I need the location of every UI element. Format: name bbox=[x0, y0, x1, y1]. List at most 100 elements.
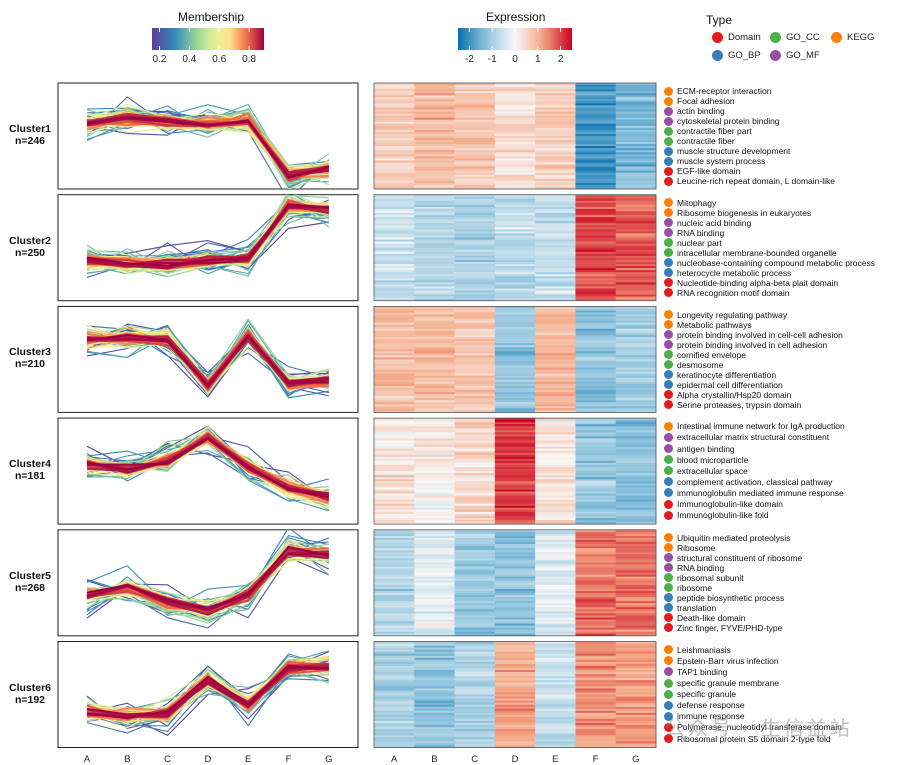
term-label: Immunoglobulin-like fold bbox=[677, 510, 769, 521]
term-label: specific granule bbox=[677, 689, 737, 700]
heatmap-cell bbox=[374, 592, 415, 596]
heatmap-cell bbox=[454, 710, 496, 714]
heatmap-cell bbox=[575, 174, 617, 178]
heatmap-cell bbox=[615, 479, 657, 482]
heatmap-cell bbox=[374, 503, 415, 507]
heatmap-cell bbox=[494, 142, 536, 145]
heatmap-cell bbox=[414, 471, 455, 474]
heatmap-cell bbox=[615, 229, 657, 232]
cluster-name: Cluster1 bbox=[8, 123, 51, 135]
heatmap-cell bbox=[414, 495, 455, 498]
heatmap-cell bbox=[374, 533, 415, 537]
heatmap-cell bbox=[575, 320, 617, 324]
term-label: Alpha crystallin/Hsp20 domain bbox=[677, 389, 792, 400]
heatmap-cell bbox=[454, 266, 496, 269]
heatmap-cell bbox=[414, 359, 455, 362]
heatmap-cell bbox=[535, 700, 576, 703]
heatmap-cell bbox=[414, 158, 455, 161]
heatmap-cell bbox=[535, 278, 576, 281]
heatmap-cell bbox=[575, 211, 617, 214]
heatmap-cell bbox=[615, 422, 657, 425]
term-type-dot bbox=[664, 623, 673, 633]
heatmap-cell bbox=[535, 298, 576, 301]
heatmap-cell bbox=[374, 312, 415, 315]
heatmap-cell bbox=[374, 343, 415, 346]
heatmap-cell bbox=[414, 105, 455, 108]
heatmap-cell bbox=[414, 623, 455, 626]
heatmap-cell bbox=[414, 270, 455, 273]
heatmap-cell bbox=[615, 332, 657, 336]
term-annotation: actin binding bbox=[664, 106, 725, 116]
heatmap-cell bbox=[414, 633, 455, 637]
heatmap-cell bbox=[374, 91, 415, 94]
heatmap-cell bbox=[414, 603, 455, 606]
heatmap-cell bbox=[454, 731, 496, 734]
heatmap-cell bbox=[615, 158, 657, 161]
heatmap-cell bbox=[575, 661, 617, 665]
heatmap-cell bbox=[615, 597, 657, 600]
heatmap-cell bbox=[575, 613, 617, 616]
heatmap-cell bbox=[374, 377, 415, 381]
heatmap-cell bbox=[374, 375, 415, 379]
heatmap-cell bbox=[414, 324, 455, 328]
heatmap-cell bbox=[414, 529, 455, 533]
term-annotation: nucleobase-containing compound metabolic… bbox=[664, 258, 875, 268]
heatmap-cell bbox=[374, 369, 415, 372]
heatmap-cell bbox=[615, 731, 657, 734]
heatmap-cell bbox=[374, 643, 415, 646]
heatmap-cell bbox=[494, 690, 536, 693]
heatmap-cell bbox=[374, 146, 415, 149]
heatmap-cell bbox=[615, 668, 657, 671]
heatmap-cell bbox=[414, 503, 455, 507]
term-type-dot bbox=[664, 432, 673, 442]
term-annotation: ribosome bbox=[664, 583, 712, 593]
cluster-label: Cluster1 n=246 bbox=[2, 123, 58, 147]
heatmap-cell bbox=[494, 95, 536, 98]
heatmap-cell bbox=[414, 714, 455, 718]
heatmap-cell bbox=[615, 674, 657, 677]
heatmap-cell bbox=[454, 659, 496, 663]
heatmap-cell bbox=[535, 266, 576, 269]
heatmap-cell bbox=[575, 611, 617, 614]
heatmap-cell bbox=[535, 511, 576, 515]
heatmap-cell bbox=[414, 544, 455, 547]
heatmap-cell bbox=[615, 584, 657, 588]
heatmap-cell bbox=[575, 491, 617, 494]
heatmap-cell bbox=[414, 702, 455, 705]
heatmap-cell bbox=[535, 93, 576, 96]
heatmap-cell bbox=[494, 223, 536, 226]
term-label: Focal adhesion bbox=[677, 96, 735, 107]
heatmap-cell bbox=[535, 599, 576, 602]
heatmap-cell bbox=[575, 721, 617, 724]
heatmap-cell bbox=[454, 276, 496, 279]
heatmap-cell bbox=[535, 729, 576, 732]
heatmap-cell bbox=[414, 487, 455, 490]
heatmap-cell bbox=[535, 564, 576, 567]
heatmap-cell bbox=[535, 633, 576, 637]
heatmap-cell bbox=[615, 544, 657, 547]
heatmap-cell bbox=[374, 83, 415, 86]
heatmap-cell bbox=[494, 460, 536, 464]
term-annotation: Serine proteases, trypsin domain bbox=[664, 399, 801, 410]
heatmap-cell bbox=[374, 225, 415, 228]
heatmap-cell bbox=[535, 334, 576, 338]
heatmap-cell bbox=[615, 619, 657, 622]
type-legend-swatch bbox=[831, 32, 842, 43]
term-annotation: muscle system process bbox=[664, 156, 765, 166]
heatmap-cell bbox=[535, 464, 576, 468]
heatmap-cell bbox=[615, 148, 657, 151]
heatmap-cell bbox=[414, 570, 455, 573]
heatmap-cell bbox=[615, 355, 657, 358]
heatmap-cell bbox=[575, 215, 617, 218]
heatmap-cell bbox=[454, 127, 496, 131]
heatmap-cell bbox=[414, 235, 455, 238]
heatmap-cell bbox=[615, 469, 657, 472]
heatmap-cell bbox=[454, 198, 496, 202]
heatmap-cell bbox=[615, 316, 657, 319]
heatmap-cell bbox=[414, 367, 455, 370]
heatmap-cell bbox=[494, 729, 536, 732]
heatmap-cell bbox=[575, 580, 617, 584]
heatmap-cell bbox=[494, 509, 536, 513]
heatmap-cell bbox=[575, 725, 617, 728]
heatmap-cell bbox=[414, 355, 455, 358]
